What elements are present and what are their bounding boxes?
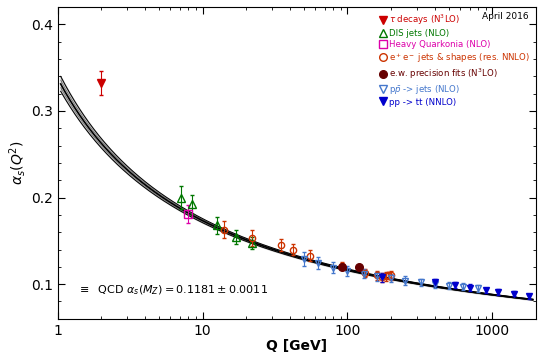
Text: April 2016: April 2016 — [482, 12, 529, 21]
Legend: $\tau$ decays (N$^3$LO), DIS jets (NLO), Heavy Quarkonia (NLO), e$^+$e$^-$ jets : $\tau$ decays (N$^3$LO), DIS jets (NLO),… — [378, 11, 532, 109]
X-axis label: Q [GeV]: Q [GeV] — [266, 339, 327, 353]
Text: $\equiv$  QCD $\alpha_s(M_Z) = 0.1181 \pm 0.0011$: $\equiv$ QCD $\alpha_s(M_Z) = 0.1181 \pm… — [77, 283, 268, 297]
Y-axis label: $\alpha_s(Q^2)$: $\alpha_s(Q^2)$ — [7, 140, 28, 185]
